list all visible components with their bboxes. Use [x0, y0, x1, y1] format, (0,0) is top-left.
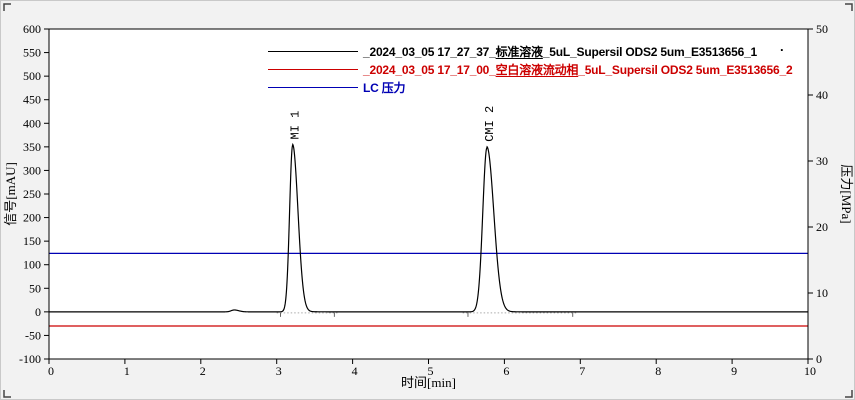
x-tick-label: 5	[428, 364, 434, 378]
legend-item-blank-sample: _2024_03_05 17_17_00_空白溶液流动相_5uL_Supersi…	[268, 60, 793, 78]
legend-line-swatch-red	[268, 68, 358, 70]
x-tick-label: 6	[503, 364, 509, 378]
corner-selection-mark	[3, 390, 11, 398]
peak-label: CMI 2	[483, 106, 497, 142]
legend-label-part-underlined: 标准溶液	[495, 44, 543, 59]
y-left-tick-label: 500	[23, 69, 41, 83]
y-left-tick-label: -50	[25, 328, 41, 342]
y-right-tick-label: 50	[816, 22, 828, 36]
y-left-tick-label: 600	[23, 22, 41, 36]
y-left-tick-label: 150	[23, 234, 41, 248]
legend-label-part: _2024_03_05 17_27_37_	[363, 44, 496, 59]
x-tick-label: 8	[655, 364, 661, 378]
y-left-axis-title: 信号[mAU]	[3, 162, 18, 226]
x-tick-label: 0	[48, 364, 54, 378]
legend-trailing-dot: .	[780, 39, 784, 54]
corner-selection-mark	[845, 3, 853, 11]
y-left-tick-label: 550	[23, 46, 41, 60]
peak-label: MI 1	[289, 111, 303, 140]
plot-area	[49, 29, 808, 359]
y-left-tick-label: -100	[19, 352, 41, 366]
legend-label-part: _5uL_Supersil ODS2 5um_E3513656_1	[542, 44, 758, 59]
x-tick-label: 4	[352, 364, 358, 378]
y-left-tick-label: 400	[23, 116, 41, 130]
corner-selection-mark	[3, 3, 11, 11]
y-left-tick-label: 350	[23, 140, 41, 154]
legend-item-lc-pressure: LC 压力	[268, 78, 792, 96]
y-left-tick-label: 100	[23, 258, 41, 272]
legend-label-blank-sample: _2024_03_05 17_17_00_空白溶液流动相_5uL_Supersi…	[363, 61, 793, 78]
y-right-tick-label: 10	[816, 286, 828, 300]
legend-label-part: LC 压力	[363, 80, 406, 95]
legend-label-part: _2024_03_05 17_17_00_	[363, 62, 496, 77]
y-left-tick-label: 0	[35, 305, 41, 319]
x-tick-label: 2	[200, 364, 206, 378]
x-tick-label: 3	[276, 364, 282, 378]
y-right-tick-label: 40	[816, 88, 828, 102]
y-left-tick-label: 250	[23, 187, 41, 201]
y-right-tick-label: 30	[816, 154, 828, 168]
legend-label-standard-sample: _2024_03_05 17_27_37_标准溶液_5uL_Supersil O…	[363, 43, 757, 60]
legend-line-swatch-blue	[268, 86, 358, 88]
y-right-tick-label: 0	[816, 352, 822, 366]
legend: _2024_03_05 17_27_37_标准溶液_5uL_Supersil O…	[268, 42, 793, 96]
legend-label-part: _5uL_Supersil ODS2 5um_E3513656_2	[578, 62, 793, 77]
y-left-tick-label: 450	[23, 93, 41, 107]
legend-item-standard-sample: _2024_03_05 17_27_37_标准溶液_5uL_Supersil O…	[268, 42, 792, 60]
x-tick-label: 1	[124, 364, 130, 378]
legend-line-swatch-black	[268, 50, 358, 52]
y-left-tick-label: 200	[23, 211, 41, 225]
y-left-tick-label: 50	[29, 281, 41, 295]
x-tick-label: 10	[804, 364, 816, 378]
y-right-axis-title: 压力[MPa]	[839, 164, 854, 223]
x-tick-label: 7	[579, 364, 585, 378]
legend-label-part-underlined: 空白溶液流动相	[495, 62, 579, 77]
x-tick-label: 9	[731, 364, 737, 378]
y-left-tick-label: 300	[23, 163, 41, 177]
y-right-tick-label: 20	[816, 220, 828, 234]
corner-selection-mark	[845, 390, 853, 398]
x-axis-title: 时间[min]	[401, 375, 456, 390]
series-standard-chromatogram	[49, 142, 808, 313]
legend-label-lc-pressure: LC 压力	[363, 79, 406, 96]
